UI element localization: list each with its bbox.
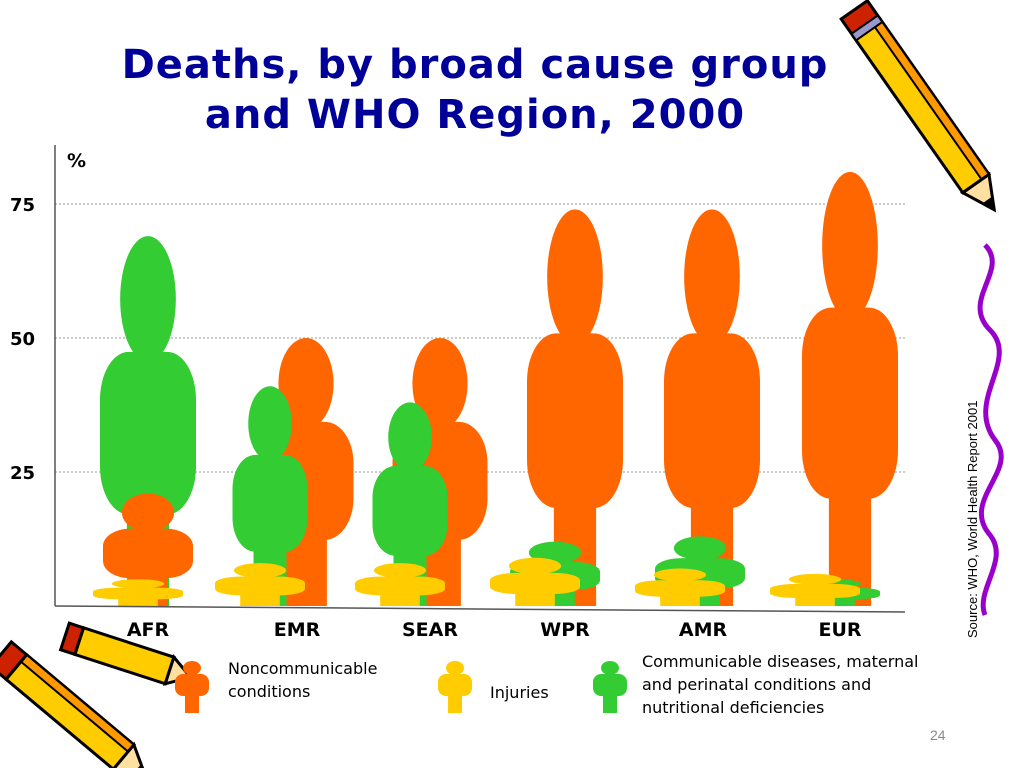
legend-communicable-line-3: nutritional deficiencies [642, 698, 825, 717]
legend-noncommunicable-line-1: Noncommunicable [228, 659, 378, 678]
pencil-icon [839, 0, 997, 213]
y-tick-label: 75 [10, 195, 35, 216]
source-note: Source: WHO, World Health Report 2001 [965, 400, 980, 638]
x-tick-label: EMR [274, 619, 321, 641]
legend-noncommunicable-line-2: conditions [228, 682, 311, 701]
x-tick-label: AMR [679, 619, 728, 641]
region-group: AFR [93, 236, 196, 641]
region-group: WPR [490, 209, 623, 641]
legend-injuries: Injuries [490, 683, 549, 702]
person-figure-icon [438, 661, 472, 713]
x-tick-label: WPR [540, 619, 590, 641]
page-number: 24 [930, 727, 946, 743]
region-group: EMR [215, 338, 354, 641]
y-tick-label: 50 [10, 329, 35, 350]
slide-title-line-1: Deaths, by broad cause group [121, 42, 829, 88]
x-tick-label: SEAR [402, 619, 458, 641]
pencil-icon [0, 621, 194, 768]
x-tick-label: AFR [127, 619, 170, 641]
figure-noncommunicable [527, 209, 623, 606]
figure-injuries [93, 579, 183, 606]
figure-injuries [635, 568, 725, 606]
person-figure-icon [175, 661, 209, 713]
region-group: SEAR [355, 338, 488, 641]
slide-title: Deaths, by broad cause group and WHO Reg… [60, 40, 890, 140]
slide-title-line-2: and WHO Region, 2000 [204, 92, 746, 138]
region-group: AMR [635, 209, 760, 641]
region-group: EUR [770, 171, 898, 641]
figure-injuries [770, 573, 860, 606]
x-axis [54, 605, 906, 613]
x-tick-label: EUR [818, 619, 861, 641]
y-axis-label: % [67, 150, 86, 172]
legend-communicable-line-1: Communicable diseases, maternal [642, 652, 919, 671]
person-figure-icon [593, 661, 627, 713]
legend-communicable-line-2: and perinatal conditions and [642, 675, 872, 694]
y-tick-label: 25 [10, 463, 35, 484]
figure-noncommunicable [802, 171, 898, 606]
legend-communicable: Communicable diseases, maternal and peri… [642, 650, 918, 719]
figure-injuries [355, 563, 445, 606]
figure-injuries [490, 557, 580, 606]
legend-noncommunicable: Noncommunicable conditions [228, 657, 377, 703]
pencil-swirl-icon [977, 243, 1004, 616]
figure-injuries [215, 563, 305, 606]
